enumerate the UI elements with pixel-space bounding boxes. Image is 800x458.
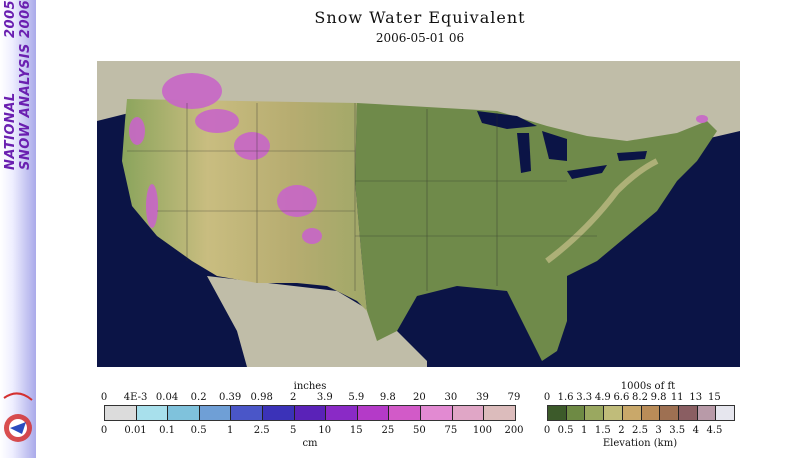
swe_legend-swatch — [326, 406, 358, 420]
lake-huron — [542, 131, 567, 161]
elev_legend-swatch — [641, 406, 661, 420]
swe_legend-swatch — [199, 406, 232, 420]
swe_legend-swatch — [389, 406, 422, 420]
swe_legend-top-tick: 0 — [100, 392, 108, 403]
elev_legend-bottom-tick: 0 — [543, 425, 551, 436]
swe_legend-top-tick: 4E-3 — [123, 392, 148, 403]
eastern-us — [355, 103, 717, 361]
swe_legend-bottom-tick: 2.5 — [253, 425, 270, 436]
swe_legend-swatch — [168, 406, 200, 420]
elev_legend-swatch — [660, 406, 679, 420]
swe-unit-inches: inches — [293, 381, 327, 392]
swe_legend-swatch — [136, 406, 169, 420]
elev-unit-feet: 1000s of ft — [620, 381, 676, 392]
swe-unit-cm: cm — [302, 438, 318, 449]
swe_legend-bottom-tick: 100 — [472, 425, 492, 436]
swe_legend-bottom-tick: 50 — [413, 425, 426, 436]
swe_legend-top-tick: 9.8 — [379, 392, 396, 403]
elev_legend-bottom-tick: 3.5 — [669, 425, 686, 436]
elev_legend-top-tick: 0 — [543, 392, 551, 403]
swe_legend-top-tick: 0.98 — [250, 392, 273, 403]
elev_legend-bottom-tick: 4.5 — [706, 425, 723, 436]
elev_legend-top-tick: 8.2 — [632, 392, 648, 403]
swe_legend-bottom-tick: 0.5 — [190, 425, 207, 436]
swe_legend-bottom-tick: 5 — [290, 425, 297, 436]
elev_legend-swatch — [604, 406, 623, 420]
swe_legend-top-tick: 5.9 — [348, 392, 365, 403]
elev_legend-top-tick: 4.9 — [594, 392, 611, 403]
elev-unit-km: Elevation (km) — [602, 438, 678, 449]
elev_legend-top-tick: 6.6 — [613, 392, 630, 403]
swe_legend-bottom-tick: 25 — [381, 425, 395, 436]
elev_legend-swatch — [716, 406, 735, 420]
banner-snow-analysis: SNOW ANALYSIS — [18, 43, 33, 170]
elev_legend-bottom-tick: 2.5 — [632, 425, 648, 436]
swe_legend-bottom-tick: 1 — [226, 425, 234, 436]
elev_legend-swatch — [697, 406, 717, 420]
banner-national: NATIONAL — [3, 92, 18, 170]
swe_legend-bottom-tick: 0.01 — [124, 425, 147, 436]
map-title: Snow Water Equivalent — [314, 8, 526, 27]
elev_legend-swatch — [566, 406, 586, 420]
elev_legend-top-tick: 9.8 — [650, 392, 667, 403]
swe_legend-top-tick: 3.9 — [316, 392, 333, 403]
map-date: 2006-05-01 06 — [375, 31, 465, 45]
lake-superior — [477, 111, 537, 129]
western-us — [122, 99, 367, 311]
elev_legend-bottom-tick: 1.5 — [594, 425, 611, 436]
swe_legend-top-tick: 0.39 — [219, 392, 242, 403]
swe_legend-swatch — [357, 406, 390, 420]
elev_legend-top-tick: 11 — [670, 392, 684, 403]
appalachians — [545, 158, 659, 264]
elev-color-bar — [547, 405, 735, 421]
swe_legend-top-tick: 0.2 — [190, 392, 207, 403]
swe_legend-top-tick: 39 — [476, 392, 489, 403]
swe_legend-bottom-tick: 75 — [444, 425, 458, 436]
swe_legend-top-tick: 0.04 — [155, 392, 179, 403]
elev_legend-swatch — [548, 406, 567, 420]
side-banner: 2005- 2006 NATIONAL SNOW ANALYSIS — [0, 0, 36, 458]
swe_legend-swatch — [452, 406, 485, 420]
swe_legend-swatch — [421, 406, 453, 420]
elev_legend-top-tick: 1.6 — [557, 392, 574, 403]
swe_legend-swatch — [484, 406, 515, 420]
swe-map — [97, 61, 740, 367]
swe_legend-top-tick: 20 — [413, 392, 426, 403]
elev_legend-bottom-tick: 4 — [692, 425, 699, 436]
swe_legend-bottom-tick: 0 — [100, 425, 108, 436]
mexico-land — [207, 276, 427, 367]
state-borders — [127, 103, 597, 291]
swe_legend-swatch — [294, 406, 327, 420]
banner-year-start: 2005- — [3, 0, 18, 38]
banner-year-end: 2006 — [18, 0, 33, 38]
lake-ontario — [617, 151, 647, 161]
nohrsc-logo — [3, 392, 33, 442]
swe_legend-top-tick: 79 — [507, 392, 521, 403]
elev_legend-top-tick: 15 — [708, 392, 721, 403]
swe-color-bar — [104, 405, 516, 421]
swe_legend-bottom-tick: 200 — [504, 425, 524, 436]
elev_legend-top-tick: 13 — [689, 392, 703, 403]
elev_legend-bottom-tick: 2 — [618, 425, 625, 436]
swe_legend-bottom-tick: 0.1 — [159, 425, 176, 436]
elev_legend-top-tick: 3.3 — [576, 392, 593, 403]
snow-cover — [129, 73, 708, 244]
swe_legend-bottom-tick: 15 — [349, 425, 363, 436]
elev_legend-bottom-tick: 3 — [655, 425, 662, 436]
swe_legend-bottom-tick: 10 — [318, 425, 332, 436]
elev_legend-bottom-tick: 1 — [581, 425, 588, 436]
elev_legend-swatch — [585, 406, 605, 420]
elev_legend-swatch — [678, 406, 698, 420]
lake-erie — [567, 165, 607, 179]
lake-michigan — [517, 133, 531, 173]
swe_legend-swatch — [231, 406, 264, 420]
elev_legend-swatch — [622, 406, 642, 420]
swe_legend-top-tick: 2 — [290, 392, 297, 403]
swe_legend-swatch — [105, 406, 137, 420]
us-map-image — [97, 61, 740, 367]
elev_legend-bottom-tick: 0.5 — [557, 425, 574, 436]
swe_legend-swatch — [263, 406, 295, 420]
swe_legend-top-tick: 30 — [444, 392, 458, 403]
